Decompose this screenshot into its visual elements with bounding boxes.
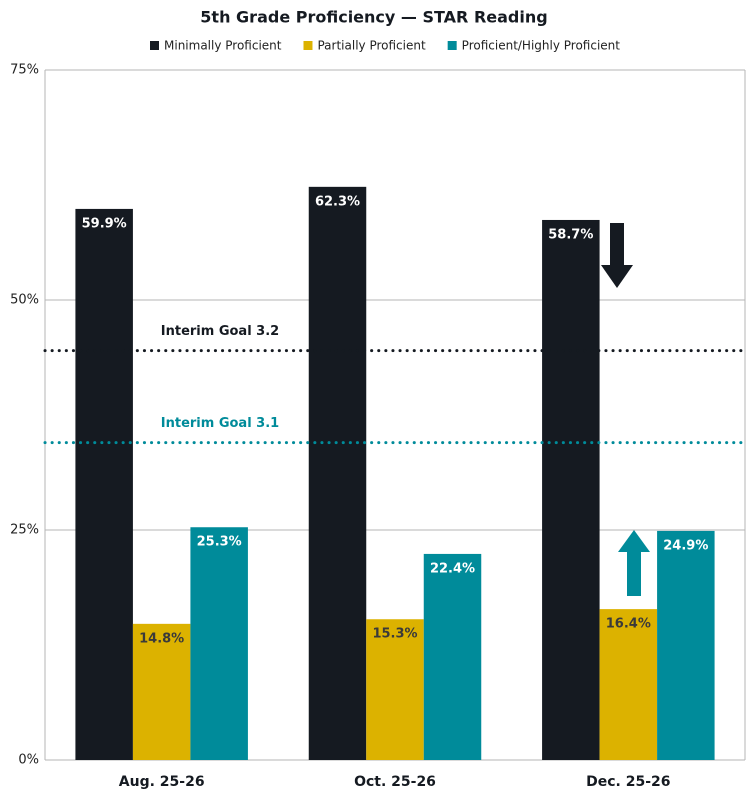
x-tick-label: Dec. 25-26 [586, 774, 670, 790]
reference-label: Interim Goal 3.1 [161, 416, 279, 431]
y-tick-label: 75% [10, 63, 39, 78]
y-tick-label: 50% [10, 293, 39, 308]
bar [657, 530, 715, 760]
chart-title: 5th Grade Proficiency — STAR Reading [200, 8, 547, 27]
value-label: 15.3% [372, 627, 417, 642]
value-label: 59.9% [82, 216, 127, 231]
x-tick-label: Oct. 25-26 [354, 774, 436, 790]
value-label: 24.9% [663, 538, 708, 553]
legend-swatch [150, 41, 159, 50]
bar [366, 619, 424, 760]
y-tick-label: 0% [18, 753, 39, 768]
reference-label: Interim Goal 3.2 [161, 324, 279, 339]
up-arrow [618, 530, 650, 596]
value-label: 14.8% [139, 631, 184, 646]
legend-label: Proficient/Highly Proficient [462, 39, 621, 53]
legend-swatch [447, 41, 457, 50]
x-tick-label: Aug. 25-26 [119, 774, 205, 790]
legend-label: Minimally Proficient [164, 39, 282, 53]
bar [132, 623, 191, 760]
value-label: 16.4% [606, 617, 651, 632]
bar [542, 219, 600, 760]
legend: Minimally Proficient Partially Proficient… [150, 39, 620, 53]
legend-swatch [303, 41, 313, 50]
bar [75, 208, 133, 761]
y-tick-label: 25% [10, 523, 39, 538]
legend-label: Partially Proficient [317, 39, 425, 53]
bar [190, 527, 248, 760]
value-label: 58.7% [548, 227, 593, 242]
down-arrow [601, 223, 633, 288]
value-label: 25.3% [197, 535, 242, 550]
bar [599, 609, 658, 760]
value-label: 22.4% [430, 561, 475, 576]
value-label: 62.3% [315, 194, 360, 209]
bar [423, 553, 482, 760]
bar [308, 186, 367, 761]
